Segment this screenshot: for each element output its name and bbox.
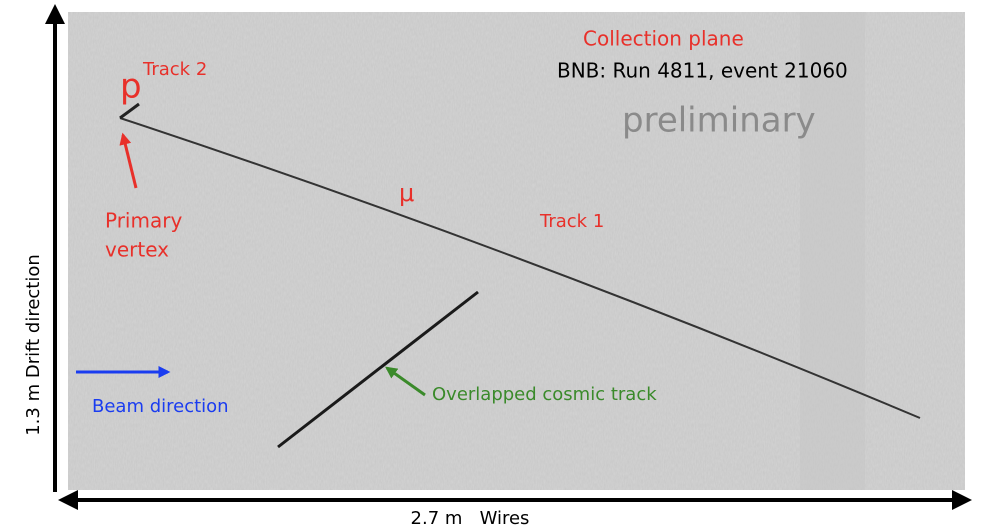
vertex-label: vertex [105,238,169,262]
vertex-label: Primary [105,209,182,233]
x-axis-label: 2.7 m Wires [411,508,530,528]
track-1-label: Track 1 [539,211,604,232]
event-display: Collection plane BNB: Run 4811, event 21… [0,0,981,528]
plane-label: Collection plane [583,27,744,51]
muon-label: μ [399,179,414,207]
track-2-label: Track 2 [142,59,207,80]
run-info: BNB: Run 4811, event 21060 [557,59,848,83]
noisy-wires [800,12,865,490]
beam-label: Beam direction [92,396,229,417]
preliminary-label: preliminary [622,101,816,141]
cosmic-label: Overlapped cosmic track [432,384,657,405]
y-axis-label: 1.3 m Drift direction [23,254,44,436]
proton-label: p [120,67,142,107]
